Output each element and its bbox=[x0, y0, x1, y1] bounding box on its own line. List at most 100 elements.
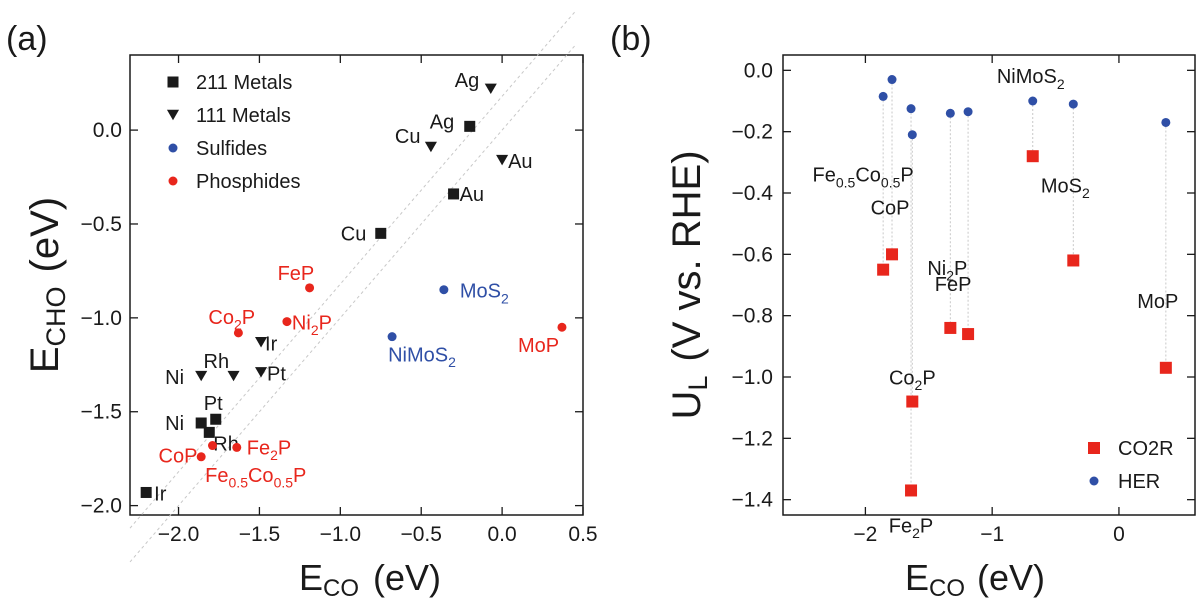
her-point-cop bbox=[887, 75, 897, 85]
x-tick-label: 0 bbox=[1113, 523, 1125, 546]
point-label: Ag bbox=[455, 70, 479, 92]
point-label: Ag bbox=[430, 111, 454, 133]
point-label: Fe2P bbox=[247, 437, 291, 463]
point-label: CoP bbox=[159, 446, 198, 468]
co2r-point-mos2 bbox=[1067, 254, 1080, 267]
211-metals-point-ir bbox=[140, 486, 152, 498]
point-label: Pt bbox=[267, 363, 286, 385]
y-tick-label: −1.0 bbox=[81, 307, 122, 330]
legend-label-sulfides: Sulfides bbox=[196, 138, 267, 160]
material-label: CoP bbox=[871, 197, 910, 219]
legend-label-111-metals: 111 Metals bbox=[196, 105, 291, 127]
point-label: Co2P bbox=[208, 307, 255, 333]
panel-b-label: (b) bbox=[610, 20, 652, 58]
co2r-point-ni2p bbox=[944, 321, 957, 334]
x-tick-label: 0.0 bbox=[488, 523, 517, 546]
x-tick-label: −1.0 bbox=[320, 523, 361, 546]
point-label: Cu bbox=[341, 223, 367, 245]
material-label: NiMoS2 bbox=[997, 66, 1065, 92]
her-point-fe2p bbox=[906, 104, 916, 114]
point-label: Au bbox=[508, 151, 532, 173]
her-point-nimos2 bbox=[1028, 96, 1038, 106]
x-tick-label: −2.0 bbox=[158, 523, 199, 546]
panel-b-xlabel: ECO (eV) bbox=[905, 557, 1045, 598]
211-metals-point-au bbox=[448, 188, 460, 200]
y-tick-label: −1.2 bbox=[732, 427, 773, 450]
point-label: Ir bbox=[265, 333, 278, 355]
y-tick-label: −0.6 bbox=[732, 243, 773, 266]
phosphides-point-fe2p bbox=[232, 442, 242, 452]
material-label: Fe0.5Co0.5P bbox=[813, 165, 914, 191]
legend-marker-her bbox=[1089, 476, 1099, 486]
x-tick-label: −1.5 bbox=[239, 523, 280, 546]
material-label: Ni2P bbox=[927, 258, 967, 284]
y-tick-label: 0.0 bbox=[744, 59, 773, 82]
legend-marker-phosphides bbox=[168, 176, 178, 186]
111-metals-point-ni bbox=[195, 370, 208, 382]
legend-marker-sulfides bbox=[168, 143, 178, 153]
panel-a-label: (a) bbox=[6, 20, 48, 58]
material-label: FeP bbox=[935, 274, 972, 296]
panel-a-ticks: −2.0 −1.5 −1.0 −0.5 0.0 0.5 −2.0 −1.5 −1.0 −0.5 0.… bbox=[81, 55, 598, 546]
her-point-fep bbox=[963, 107, 973, 117]
panel-b-connector-lines bbox=[882, 79, 1167, 491]
panel-a-plot-frame bbox=[129, 54, 584, 516]
legend-marker-211-metals bbox=[167, 76, 179, 88]
her-point-mop bbox=[1161, 117, 1171, 127]
y-tick-label: −0.8 bbox=[732, 305, 773, 328]
panel-a-ylabel: ECHO(eV) bbox=[23, 197, 71, 373]
point-label: Fe0.5Co0.5P bbox=[205, 465, 306, 491]
y-tick-label: −0.2 bbox=[732, 121, 773, 144]
111-metals-point-cu bbox=[424, 141, 437, 153]
panel-b-ylabel: UL(V vs. RHE) bbox=[665, 150, 713, 419]
material-label: Co2P bbox=[889, 368, 936, 394]
her-point-fe0-5co bbox=[878, 91, 888, 101]
material-label: MoS2 bbox=[1041, 175, 1090, 201]
point-label: Rh bbox=[204, 351, 230, 373]
panel-a: (a) −2.0 −1.5 −1.0 −0.5 0.0 0.5 −2.0 −1.5 −1.0 −0… bbox=[6, 11, 598, 598]
panel-b-ticks: −2 −1 0 0.0 −0.2 −0.4 −0.6 −0.8 −1.0 −1.2 −1.4 bbox=[732, 55, 1195, 546]
panel-a-legend: 211 Metals 111 Metals Sulfides Phosphides bbox=[166, 72, 301, 193]
x-tick-label: 0.5 bbox=[568, 523, 597, 546]
111-metals-point-rh bbox=[227, 370, 240, 382]
co2r-point-fe2p bbox=[905, 484, 918, 497]
y-tick-label: −2.0 bbox=[81, 495, 122, 518]
211-metals-point-ag bbox=[464, 120, 476, 132]
legend-label-211-metals: 211 Metals bbox=[196, 72, 292, 94]
phosphides-point-ni2p bbox=[282, 317, 292, 327]
x-tick-label: −2 bbox=[853, 523, 877, 546]
y-tick-label: −1.4 bbox=[732, 489, 774, 512]
211-metals-point-ni bbox=[195, 417, 207, 429]
phosphides-point-mop bbox=[557, 322, 567, 332]
sulfides-point-mos2 bbox=[439, 285, 449, 295]
panel-b-legend: CO2R HER bbox=[1088, 438, 1174, 493]
co2r-point-fe0-5co bbox=[877, 263, 890, 276]
111-metals-point-ir bbox=[254, 337, 268, 348]
material-label: MoP bbox=[1137, 291, 1178, 313]
point-label: FeP bbox=[278, 263, 315, 285]
point-label: Au bbox=[460, 184, 484, 206]
x-tick-label: −0.5 bbox=[400, 523, 441, 546]
point-label: Pt bbox=[204, 393, 223, 415]
point-label: NiMoS2 bbox=[388, 345, 456, 371]
111-metals-point-pt bbox=[254, 367, 268, 378]
panel-b: (b) −2 −1 0 0.0 −0.2 −0.4 −0.6 −0.8 −1.0 −1.2 −1.4… bbox=[610, 20, 1196, 598]
co2r-point-mop bbox=[1159, 361, 1172, 374]
legend-label-co2r: CO2R bbox=[1118, 438, 1174, 460]
point-label: Cu bbox=[395, 126, 421, 148]
legend-marker-co2r bbox=[1088, 442, 1100, 454]
111-metals-point-au bbox=[496, 154, 509, 166]
211-metals-point-rh bbox=[203, 426, 215, 438]
point-label: Ir bbox=[154, 483, 167, 505]
y-tick-label: −1.5 bbox=[81, 401, 122, 424]
co2r-point-nimos2 bbox=[1026, 150, 1039, 163]
point-label: Rh bbox=[213, 433, 239, 455]
phosphides-point-fep bbox=[305, 283, 315, 293]
material-label: Fe2P bbox=[889, 515, 933, 541]
211-metals-point-cu bbox=[375, 227, 387, 239]
legend-label-phosphides: Phosphides bbox=[196, 171, 301, 193]
her-point-co2p bbox=[907, 130, 917, 140]
panel-b-plot-frame bbox=[782, 54, 1196, 516]
co2r-point-co2p bbox=[906, 395, 919, 408]
